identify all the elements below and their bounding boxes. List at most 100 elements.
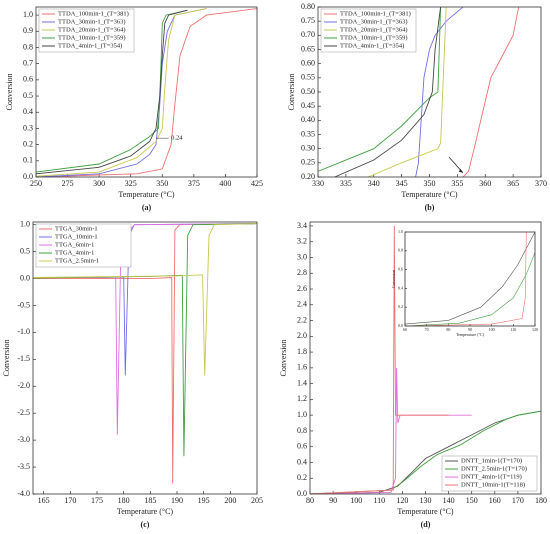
y-tick-label: 1.2 — [297, 394, 307, 403]
x-tick-label: 100 — [489, 327, 495, 332]
y-tick-label: 0.80 — [301, 2, 315, 11]
legend-label: TTGA_10min-1 — [55, 233, 98, 240]
x-tick-label: 370 — [535, 179, 547, 188]
series-line — [415, 7, 464, 177]
y-tick-label: -3.5 — [17, 462, 30, 471]
series-line — [33, 223, 257, 376]
y-tick-label: 1.0 — [297, 410, 307, 419]
y-tick-label: 2.8 — [297, 268, 307, 277]
y-tick-label: -1.0 — [17, 327, 30, 336]
y-tick-label: 0.1 — [23, 156, 33, 165]
series-line — [405, 252, 535, 326]
y-tick-label: 2.4 — [297, 300, 307, 309]
x-tick-label: 100 — [350, 496, 362, 505]
y-tick-label: 0.60 — [301, 58, 315, 67]
y-tick-label: 0.40 — [301, 115, 315, 124]
legend-label: DNTT_4min-1(T=119) — [461, 473, 522, 480]
x-tick-label: 325 — [125, 179, 137, 188]
y-tick-label: 0.6 — [23, 75, 33, 84]
x-tick-label: 120 — [396, 496, 408, 505]
legend-label: TTGA_6min-1 — [55, 241, 94, 248]
x-tick-label: 150 — [466, 496, 478, 505]
x-tick-label: 90 — [468, 327, 472, 332]
y-tick-label: 1.0 — [398, 229, 403, 234]
legend-label: TTDA_30min-1_(T=363) — [340, 18, 408, 25]
x-tick-label: 205 — [251, 496, 263, 505]
panel-label: (a) — [142, 203, 152, 212]
y-tick-label: 0.6 — [398, 267, 403, 272]
y-tick-label: 0.8 — [398, 248, 403, 253]
x-tick-label: 365 — [507, 179, 519, 188]
x-tick-label: 70 — [425, 327, 429, 332]
y-tick-label: 0.2 — [398, 304, 403, 309]
x-tick-label: 275 — [62, 179, 74, 188]
legend-label: DNTT_10min-1(T=118) — [461, 481, 525, 488]
legend-label: TTDA_30min-1_(T=363) — [58, 18, 126, 25]
series-line — [36, 8, 207, 177]
x-tick-label: 170 — [64, 496, 76, 505]
y-tick-label: 0.75 — [301, 16, 315, 25]
y-tick-label: 0.55 — [301, 73, 315, 82]
y-tick-label: -3.0 — [17, 435, 30, 444]
y-tick-label: 0.25 — [301, 158, 315, 167]
series-line — [405, 232, 535, 325]
y-tick-label: 3.2 — [297, 237, 307, 246]
x-tick-label: 90 — [329, 496, 337, 505]
series-line — [334, 7, 442, 177]
x-tick-label: 425 — [251, 179, 263, 188]
x-tick-label: 250 — [30, 179, 42, 188]
y-tick-label: 0.0 — [23, 172, 33, 181]
y-tick-label: 0.8 — [297, 426, 307, 435]
series-line — [310, 410, 541, 494]
y-tick-label: -2.0 — [17, 381, 30, 390]
x-tick-label: 400 — [219, 179, 231, 188]
y-tick-label: 2.0 — [297, 331, 307, 340]
x-tick-label: 165 — [38, 496, 50, 505]
y-tick-label: -4.0 — [17, 489, 30, 498]
y-tick-label: 1.0 — [23, 10, 33, 19]
x-axis-label: Temperature (°C) — [401, 190, 458, 199]
inset-background — [405, 232, 535, 326]
y-tick-label: 0.70 — [301, 30, 315, 39]
y-tick-label: 0.7 — [23, 58, 33, 67]
y-tick-label: 0.20 — [301, 172, 315, 181]
y-tick-label: 0.35 — [301, 129, 315, 138]
series-line — [405, 232, 527, 326]
legend-label: TTDA_20min-1_(T=364) — [58, 26, 126, 33]
series-line — [318, 7, 442, 172]
x-tick-label: 340 — [368, 179, 380, 188]
series-line — [36, 8, 257, 177]
x-tick-label: 110 — [510, 327, 516, 332]
y-axis-label: Conversion — [5, 74, 14, 111]
y-tick-label: 0.4 — [297, 457, 307, 466]
y-tick-label: 0.0 — [398, 323, 403, 328]
series-line — [36, 9, 188, 173]
series-line — [36, 8, 207, 177]
y-tick-label: 0.5 — [20, 246, 30, 255]
x-tick-label: 120 — [532, 327, 538, 332]
x-tick-label: 175 — [91, 496, 103, 505]
x-tick-label: 110 — [373, 496, 385, 505]
plot-frame — [309, 221, 542, 495]
y-tick-label: 2.6 — [297, 284, 307, 293]
x-tick-label: 130 — [420, 496, 432, 505]
y-axis-label: Conversion — [2, 340, 11, 377]
plot-frame — [32, 221, 258, 495]
x-tick-label: 350 — [424, 179, 436, 188]
legend-label: TTGA_4min-1 — [55, 249, 94, 256]
panel-label: (c) — [141, 520, 150, 529]
x-tick-label: 375 — [188, 179, 200, 188]
y-tick-label: 0.6 — [297, 442, 307, 451]
x-tick-label: 355 — [451, 179, 463, 188]
y-tick-label: 0.0 — [20, 273, 30, 282]
x-axis-label: Temperature (°C) — [118, 190, 175, 199]
legend-label: TTDA_10min-1_(T=359) — [340, 34, 408, 41]
y-tick-label: 3.4 — [297, 221, 307, 230]
y-tick-label: 0.5 — [23, 91, 33, 100]
series-line — [36, 9, 188, 175]
y-tick-label: 1.0 — [20, 220, 30, 229]
series-line — [310, 225, 449, 494]
y-axis-label: Conversion — [391, 270, 396, 288]
